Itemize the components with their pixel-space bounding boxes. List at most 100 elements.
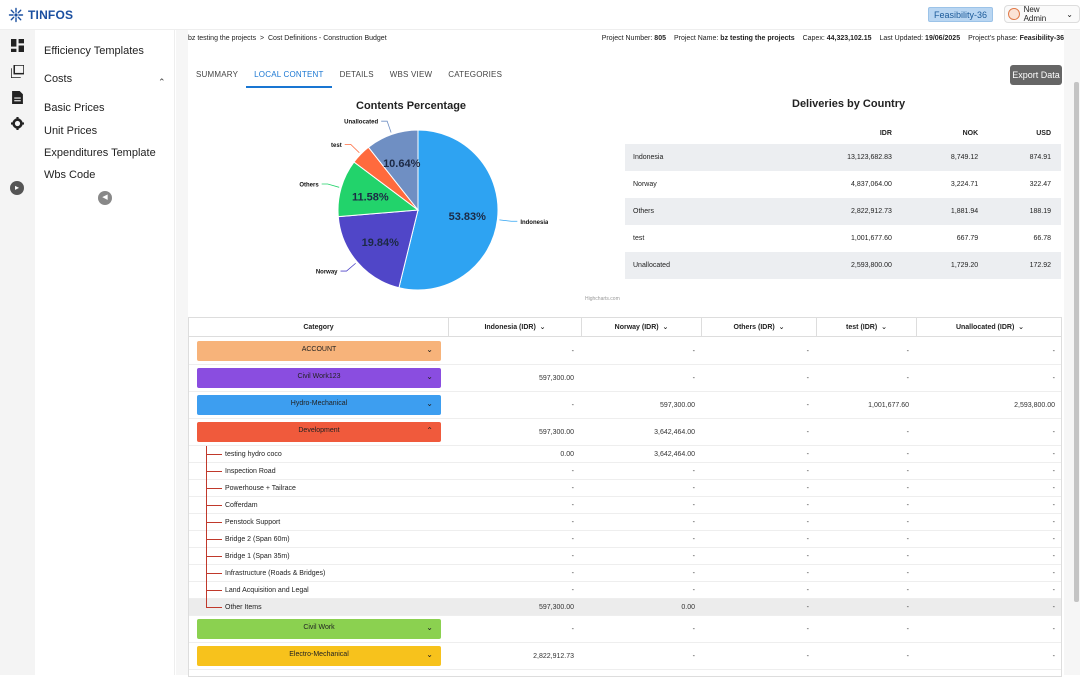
- pie-connector: [344, 143, 360, 154]
- pie-slice-indonesia[interactable]: [398, 129, 499, 291]
- export-data-button[interactable]: Export Data: [1010, 65, 1062, 85]
- subcategory-row[interactable]: Cofferdam - - - - -: [189, 497, 1061, 514]
- user-menu[interactable]: New Admin ⌄: [1004, 5, 1080, 23]
- header-indonesia[interactable]: Indonesia (IDR) ⌄: [449, 318, 582, 337]
- menu-item-expenditures-template[interactable]: Expenditures Template: [44, 147, 156, 159]
- category-label: ACCOUNT: [301, 346, 337, 353]
- category-toggle-button[interactable]: Hydro-Mechanical ⌄: [197, 395, 441, 415]
- subcategory-row[interactable]: Inspection Road - - - - -: [189, 463, 1061, 480]
- value-cell: -: [1052, 604, 1055, 611]
- chart-credit[interactable]: Highcharts.com: [585, 296, 620, 302]
- pie-slice-unallocated[interactable]: [367, 129, 419, 212]
- value-cell: -: [806, 653, 809, 660]
- menu-item-efficiency-templates[interactable]: Efficiency Templates: [44, 45, 144, 57]
- value-cell: -: [1052, 375, 1055, 382]
- chevron-down-icon: ⌄: [426, 345, 433, 354]
- menu-item-unit-prices[interactable]: Unit Prices: [44, 125, 98, 137]
- value-cell: -: [571, 502, 574, 509]
- icon-rail: ▸: [0, 30, 35, 675]
- usd-cell: 172.92: [988, 252, 1061, 279]
- value-cell: -: [906, 653, 909, 660]
- category-toggle-button[interactable]: Electro-Mechanical ⌄: [197, 646, 441, 666]
- value-cell: -: [906, 626, 909, 633]
- value-cell: -: [692, 519, 695, 526]
- document-icon[interactable]: [11, 91, 24, 104]
- subcategory-label: Cofferdam: [225, 502, 258, 509]
- dashboard-icon[interactable]: [11, 39, 24, 52]
- subcategory-row[interactable]: testing hydro coco 0.00 3,642,464.00 - - -: [189, 446, 1061, 463]
- chevron-down-icon: ⌄: [426, 399, 433, 408]
- value-cell: -: [571, 485, 574, 492]
- phase-value: Feasibility-36: [1019, 35, 1064, 42]
- nok-cell: 8,749.12: [901, 144, 989, 171]
- header-norway[interactable]: Norway (IDR) ⌄: [582, 318, 702, 337]
- pie-value-label: 10.64%: [383, 158, 421, 170]
- value-cell: -: [906, 429, 909, 436]
- category-toggle-button[interactable]: Civil Work ⌄: [197, 619, 441, 639]
- subcategory-row[interactable]: Bridge 1 (Span 35m) - - - - -: [189, 548, 1061, 565]
- header-others-label: Others (IDR): [733, 324, 775, 331]
- pie-name-label: Indonesia: [520, 220, 548, 226]
- pie-slice-norway[interactable]: [337, 209, 419, 289]
- collapse-menu-button[interactable]: ◀: [98, 191, 112, 205]
- nok-cell: 1,729.20: [901, 252, 989, 279]
- breadcrumb-separator: >: [259, 35, 265, 42]
- value-cell: -: [571, 536, 574, 543]
- app-logo[interactable]: TINFOS: [8, 7, 73, 23]
- value-cell: -: [571, 587, 574, 594]
- pie-value-label: 53.83%: [449, 211, 487, 223]
- value-cell: -: [806, 519, 809, 526]
- value-cell: -: [1052, 485, 1055, 492]
- subcategory-label: Powerhouse + Tailrace: [225, 485, 296, 492]
- idr-cell: 2,822,912.73: [775, 198, 902, 225]
- menu-item-wbs-code[interactable]: Wbs Code: [44, 169, 96, 181]
- breadcrumb-project[interactable]: bz testing the projects: [188, 35, 257, 42]
- value-cell: -: [1052, 429, 1055, 436]
- value-cell: -: [1052, 468, 1055, 475]
- header-unallocated[interactable]: Unallocated (IDR) ⌄: [917, 318, 1061, 337]
- subcategory-row[interactable]: Infrastructure (Roads & Bridges) - - - - -: [189, 565, 1061, 582]
- header-unallocated-label: Unallocated (IDR): [955, 324, 1015, 331]
- menu-item-costs[interactable]: Costs: [44, 73, 73, 85]
- value-cell: -: [906, 485, 909, 492]
- category-label: Hydro-Mechanical: [290, 400, 348, 407]
- category-toggle-button[interactable]: Development ⌃: [197, 422, 441, 442]
- phase-badge[interactable]: Feasibility-36: [928, 7, 994, 22]
- subcategory-label: testing hydro coco: [225, 451, 282, 458]
- menu-item-basic-prices[interactable]: Basic Prices: [44, 102, 105, 114]
- capex-value: 44,323,102.15: [826, 35, 872, 42]
- pie-connector: [381, 120, 392, 133]
- chevron-up-icon[interactable]: ⌃: [158, 77, 166, 87]
- tab-wbs-view[interactable]: WBS VIEW: [389, 70, 433, 79]
- value-cell: -: [571, 348, 574, 355]
- tree-branch: [206, 505, 222, 506]
- subcategory-row[interactable]: Land Acquisition and Legal - - - - -: [189, 582, 1061, 599]
- value-cell: -: [1052, 536, 1055, 543]
- tab-local-content[interactable]: LOCAL CONTENT: [246, 68, 332, 88]
- user-name: New Admin: [1023, 5, 1047, 23]
- header-test[interactable]: test (IDR) ⌄: [817, 318, 917, 337]
- subcategory-row[interactable]: Bridge 2 (Span 60m) - - - - -: [189, 531, 1061, 548]
- header-others[interactable]: Others (IDR) ⌄: [702, 318, 817, 337]
- project-number: 805: [654, 35, 666, 42]
- tab-summary[interactable]: SUMMARY: [196, 70, 239, 79]
- expand-rail-button[interactable]: ▸: [10, 181, 24, 195]
- country-cell: Others: [625, 198, 775, 225]
- value-cell: -: [692, 587, 695, 594]
- subcategory-row[interactable]: Other Items 597,300.00 0.00 - - -: [189, 599, 1061, 616]
- tab-categories[interactable]: CATEGORIES: [448, 70, 503, 79]
- category-toggle-button[interactable]: ACCOUNT ⌄: [197, 341, 441, 361]
- scrollbar[interactable]: [1074, 82, 1079, 602]
- value-cell: -: [571, 570, 574, 577]
- gear-icon[interactable]: [11, 117, 24, 130]
- subcategory-row[interactable]: Penstock Support - - - - -: [189, 514, 1061, 531]
- value-cell: -: [906, 502, 909, 509]
- category-toggle-button[interactable]: Civil Work123 ⌄: [197, 368, 441, 388]
- category-label: Civil Work123: [297, 373, 341, 380]
- library-icon[interactable]: [11, 65, 24, 78]
- deliveries-title: Deliveries by Country: [792, 98, 906, 110]
- tab-details[interactable]: DETAILS: [339, 70, 374, 79]
- header-category[interactable]: Category: [189, 318, 449, 337]
- subcategory-row[interactable]: Powerhouse + Tailrace - - - - -: [189, 480, 1061, 497]
- idr-cell: 4,837,064.00: [851, 181, 892, 188]
